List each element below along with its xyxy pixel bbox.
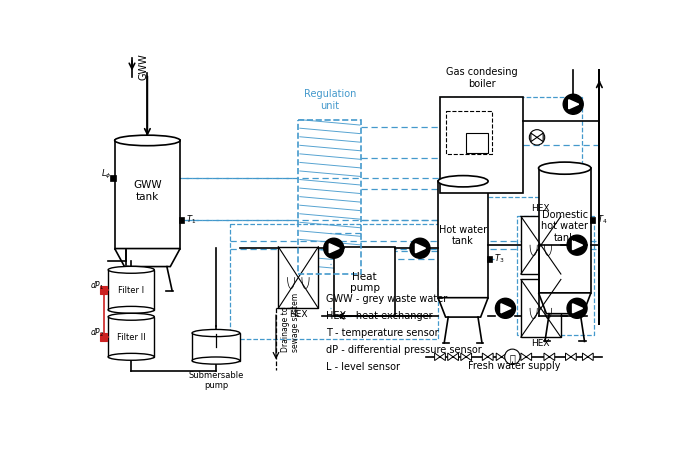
Bar	[487, 257, 493, 262]
Bar	[114, 141, 180, 249]
Polygon shape	[544, 353, 555, 361]
Ellipse shape	[538, 163, 591, 175]
Polygon shape	[461, 353, 471, 361]
Text: Gas condesing
boiler: Gas condesing boiler	[446, 67, 517, 89]
Bar	[99, 286, 108, 294]
Bar	[229, 224, 438, 339]
Circle shape	[567, 235, 587, 256]
Text: HEX: HEX	[532, 204, 550, 213]
Bar	[278, 247, 319, 308]
Polygon shape	[496, 353, 507, 361]
Bar	[446, 112, 492, 155]
Ellipse shape	[108, 307, 154, 313]
Bar	[110, 176, 116, 181]
Bar	[438, 182, 488, 298]
Text: GWW: GWW	[138, 53, 148, 80]
Polygon shape	[569, 101, 579, 110]
Text: Fresh water supply: Fresh water supply	[469, 360, 561, 370]
Ellipse shape	[108, 353, 154, 360]
Text: T - temperature sensor: T - temperature sensor	[326, 327, 438, 337]
Text: L - level sensor: L - level sensor	[326, 361, 400, 371]
Polygon shape	[448, 353, 458, 361]
Polygon shape	[582, 353, 593, 361]
Bar	[334, 247, 395, 316]
Ellipse shape	[114, 136, 180, 146]
Polygon shape	[531, 134, 543, 142]
Circle shape	[563, 95, 583, 115]
Text: dP - differential pressure sensor: dP - differential pressure sensor	[326, 344, 482, 354]
Text: $T_1$: $T_1$	[186, 213, 197, 225]
Polygon shape	[114, 249, 180, 267]
Circle shape	[505, 349, 520, 365]
Circle shape	[495, 299, 515, 319]
Polygon shape	[434, 353, 445, 361]
Bar	[440, 98, 582, 198]
Circle shape	[567, 299, 587, 319]
Text: Filter II: Filter II	[117, 333, 145, 341]
Ellipse shape	[108, 267, 154, 274]
Polygon shape	[573, 304, 582, 313]
Text: $T_4$: $T_4$	[597, 213, 608, 226]
Text: GWW
tank: GWW tank	[133, 180, 162, 202]
Polygon shape	[501, 304, 511, 313]
Polygon shape	[573, 241, 582, 250]
Polygon shape	[566, 353, 576, 361]
Text: $L_\phi$: $L_\phi$	[101, 168, 111, 181]
Bar	[521, 217, 561, 274]
Text: Submersable
pump: Submersable pump	[188, 370, 244, 390]
Text: Drainage to
sewage system: Drainage to sewage system	[281, 292, 300, 351]
Bar	[299, 120, 362, 274]
Text: $T_3$: $T_3$	[495, 252, 505, 264]
Bar	[590, 218, 595, 224]
Bar	[108, 270, 154, 310]
Text: Hot water
tank: Hot water tank	[439, 224, 487, 246]
Text: HEX: HEX	[289, 309, 308, 318]
Text: HEX: HEX	[532, 338, 550, 347]
Circle shape	[530, 130, 545, 146]
Bar	[440, 98, 523, 194]
Ellipse shape	[438, 176, 488, 187]
Text: Regulation
unit: Regulation unit	[303, 89, 356, 111]
Text: HEX - heat exchanger: HEX - heat exchanger	[326, 310, 433, 320]
Text: Filter I: Filter I	[119, 285, 145, 295]
Text: $dP_1$: $dP_1$	[90, 279, 104, 291]
Text: ⍉: ⍉	[510, 352, 515, 362]
Ellipse shape	[192, 330, 240, 337]
Circle shape	[410, 239, 430, 259]
Text: Heat
pump: Heat pump	[349, 271, 379, 292]
Polygon shape	[482, 353, 493, 361]
Polygon shape	[329, 244, 339, 253]
Circle shape	[324, 239, 344, 259]
Polygon shape	[538, 293, 591, 314]
Bar	[517, 217, 594, 336]
Text: Domestic
hot water
tank: Domestic hot water tank	[541, 209, 588, 242]
Bar	[521, 280, 561, 337]
Bar	[108, 317, 154, 357]
Ellipse shape	[108, 313, 154, 320]
Text: GWW - grey waste water: GWW - grey waste water	[326, 293, 447, 303]
Bar	[99, 333, 108, 341]
Bar	[192, 333, 240, 361]
Bar	[538, 169, 591, 293]
Polygon shape	[416, 244, 425, 253]
Ellipse shape	[192, 357, 240, 364]
Text: $dP_2$: $dP_2$	[90, 326, 104, 338]
Bar	[179, 218, 184, 223]
Polygon shape	[521, 353, 532, 361]
Polygon shape	[438, 298, 488, 317]
Bar	[466, 134, 488, 153]
